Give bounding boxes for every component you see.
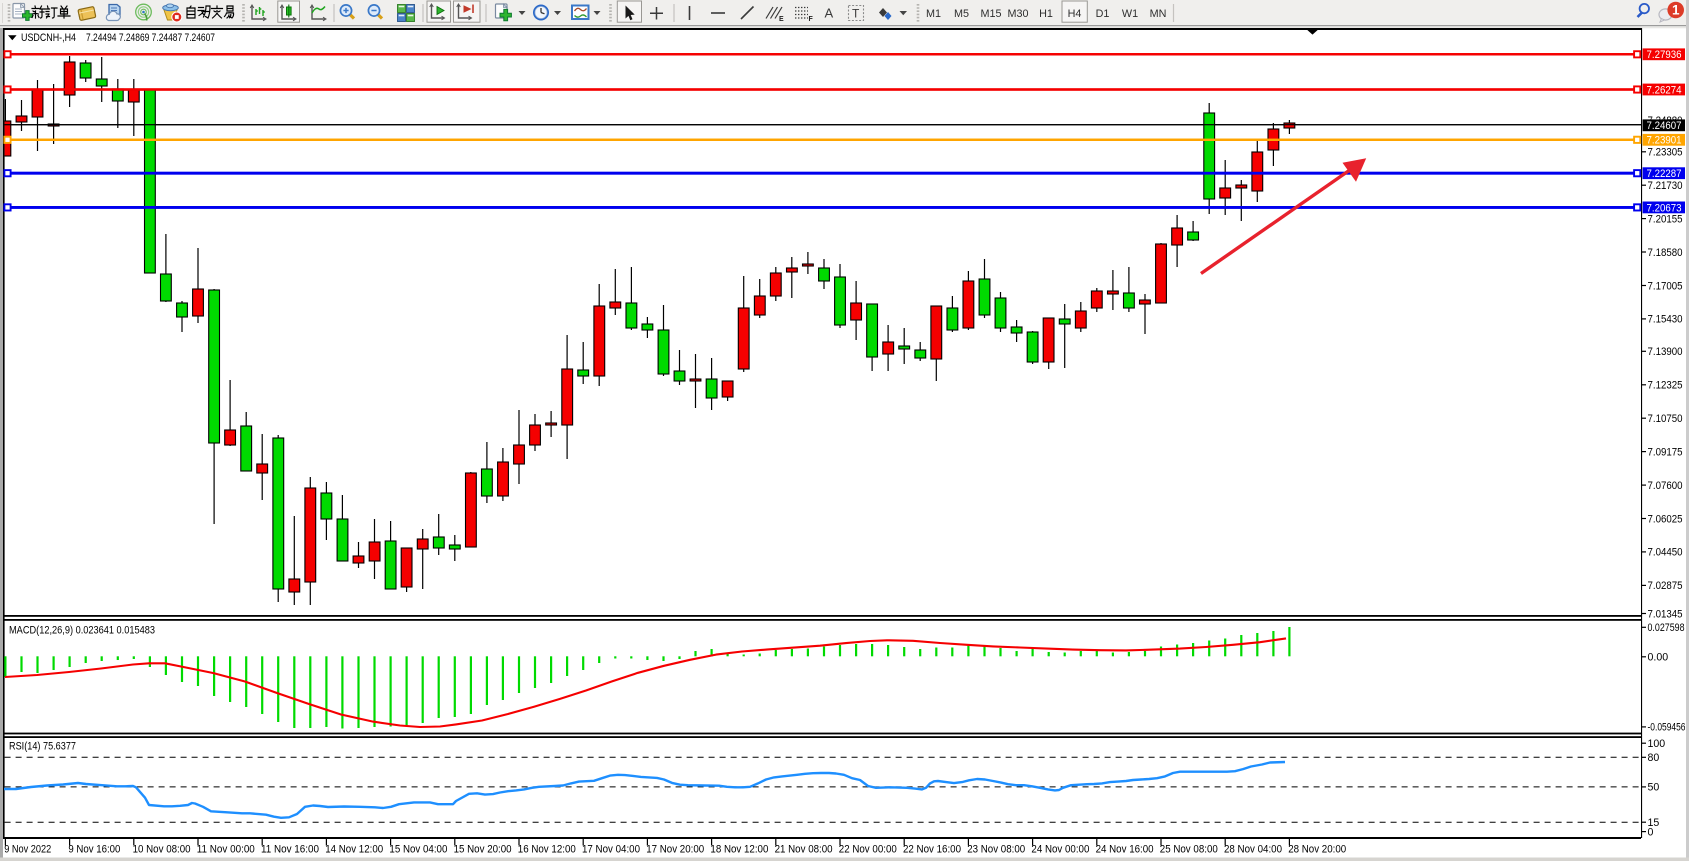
svg-text:18 Nov 12:00: 18 Nov 12:00: [710, 844, 768, 856]
svg-text:7.04450: 7.04450: [1648, 547, 1683, 559]
svg-text:11 Nov 00:00: 11 Nov 00:00: [197, 844, 255, 856]
svg-text:7.17005: 7.17005: [1648, 280, 1683, 292]
svg-text:80: 80: [1648, 752, 1660, 764]
svg-text:7.06025: 7.06025: [1648, 513, 1683, 525]
svg-text:10 Nov 08:00: 10 Nov 08:00: [133, 844, 191, 856]
svg-text:7.15430: 7.15430: [1648, 314, 1683, 326]
svg-text:15: 15: [1648, 817, 1660, 829]
svg-text:14 Nov 12:00: 14 Nov 12:00: [325, 844, 383, 856]
svg-text:7.12325: 7.12325: [1648, 380, 1683, 392]
svg-text:M5: M5: [954, 8, 969, 20]
svg-text:7.13900: 7.13900: [1648, 346, 1683, 358]
svg-text:H4: H4: [1068, 8, 1082, 20]
svg-text:15 Nov 04:00: 15 Nov 04:00: [389, 844, 447, 856]
svg-text:7.22287: 7.22287: [1647, 168, 1682, 180]
svg-text:7.26274: 7.26274: [1647, 84, 1682, 96]
svg-text:T: T: [852, 7, 860, 21]
svg-text:28 Nov 04:00: 28 Nov 04:00: [1224, 844, 1282, 856]
svg-text:M30: M30: [1007, 8, 1028, 20]
svg-text:F: F: [809, 16, 814, 23]
svg-text:7.07600: 7.07600: [1648, 480, 1683, 492]
svg-text:21 Nov 08:00: 21 Nov 08:00: [775, 844, 833, 856]
svg-text:9 Nov 2022: 9 Nov 2022: [4, 844, 51, 856]
svg-text:17 Nov 04:00: 17 Nov 04:00: [582, 844, 640, 856]
svg-text:16 Nov 12:00: 16 Nov 12:00: [518, 844, 576, 856]
svg-text:A: A: [825, 6, 834, 21]
svg-text:24 Nov 00:00: 24 Nov 00:00: [1031, 844, 1089, 856]
svg-text:-0.059456: -0.059456: [1648, 722, 1686, 734]
svg-text:23 Nov 08:00: 23 Nov 08:00: [967, 844, 1025, 856]
svg-text:28 Nov 20:00: 28 Nov 20:00: [1288, 844, 1346, 856]
svg-text:7.02875: 7.02875: [1648, 580, 1683, 592]
svg-text:22 Nov 00:00: 22 Nov 00:00: [839, 844, 897, 856]
svg-text:7.23305: 7.23305: [1648, 147, 1683, 159]
svg-text:MN: MN: [1150, 8, 1167, 20]
svg-text:100: 100: [1648, 738, 1666, 750]
svg-text:7.24607: 7.24607: [1647, 120, 1682, 132]
svg-text:7.20673: 7.20673: [1647, 202, 1682, 214]
svg-text:7.10750: 7.10750: [1648, 413, 1683, 425]
svg-text:W1: W1: [1122, 8, 1138, 20]
svg-text:0.00: 0.00: [1648, 652, 1669, 664]
svg-text:0.027598: 0.027598: [1648, 622, 1685, 634]
svg-text:50: 50: [1648, 782, 1660, 794]
svg-text:0: 0: [1648, 826, 1654, 838]
svg-text:USDCNH-,H4: USDCNH-,H4: [21, 32, 76, 44]
svg-text:7.18580: 7.18580: [1648, 247, 1683, 259]
svg-text:7.21730: 7.21730: [1648, 180, 1683, 192]
svg-text:7.24494 7.24869 7.24487 7.2460: 7.24494 7.24869 7.24487 7.24607: [86, 32, 215, 44]
svg-text:7.23901: 7.23901: [1647, 135, 1682, 147]
svg-text:D1: D1: [1096, 8, 1110, 20]
svg-text:9 Nov 16:00: 9 Nov 16:00: [68, 844, 120, 856]
svg-text:15 Nov 20:00: 15 Nov 20:00: [454, 844, 512, 856]
svg-text:M1: M1: [926, 8, 941, 20]
svg-text:E: E: [779, 16, 784, 23]
svg-text:M15: M15: [980, 8, 1001, 20]
svg-text:24 Nov 16:00: 24 Nov 16:00: [1096, 844, 1154, 856]
svg-text:11 Nov 16:00: 11 Nov 16:00: [261, 844, 319, 856]
svg-text:25 Nov 08:00: 25 Nov 08:00: [1160, 844, 1218, 856]
svg-text:H1: H1: [1039, 8, 1053, 20]
svg-text:RSI(14) 75.6377: RSI(14) 75.6377: [9, 741, 76, 753]
svg-text:17 Nov 20:00: 17 Nov 20:00: [646, 844, 704, 856]
svg-text:7.27936: 7.27936: [1647, 49, 1682, 61]
svg-text:7.20155: 7.20155: [1648, 213, 1683, 225]
svg-text:MACD(12,26,9) 0.023641 0.01548: MACD(12,26,9) 0.023641 0.015483: [9, 625, 155, 637]
svg-text:7.01345: 7.01345: [1648, 608, 1683, 620]
svg-text:22 Nov 16:00: 22 Nov 16:00: [903, 844, 961, 856]
svg-text:7.09175: 7.09175: [1648, 446, 1683, 458]
svg-text:1: 1: [1672, 3, 1680, 18]
